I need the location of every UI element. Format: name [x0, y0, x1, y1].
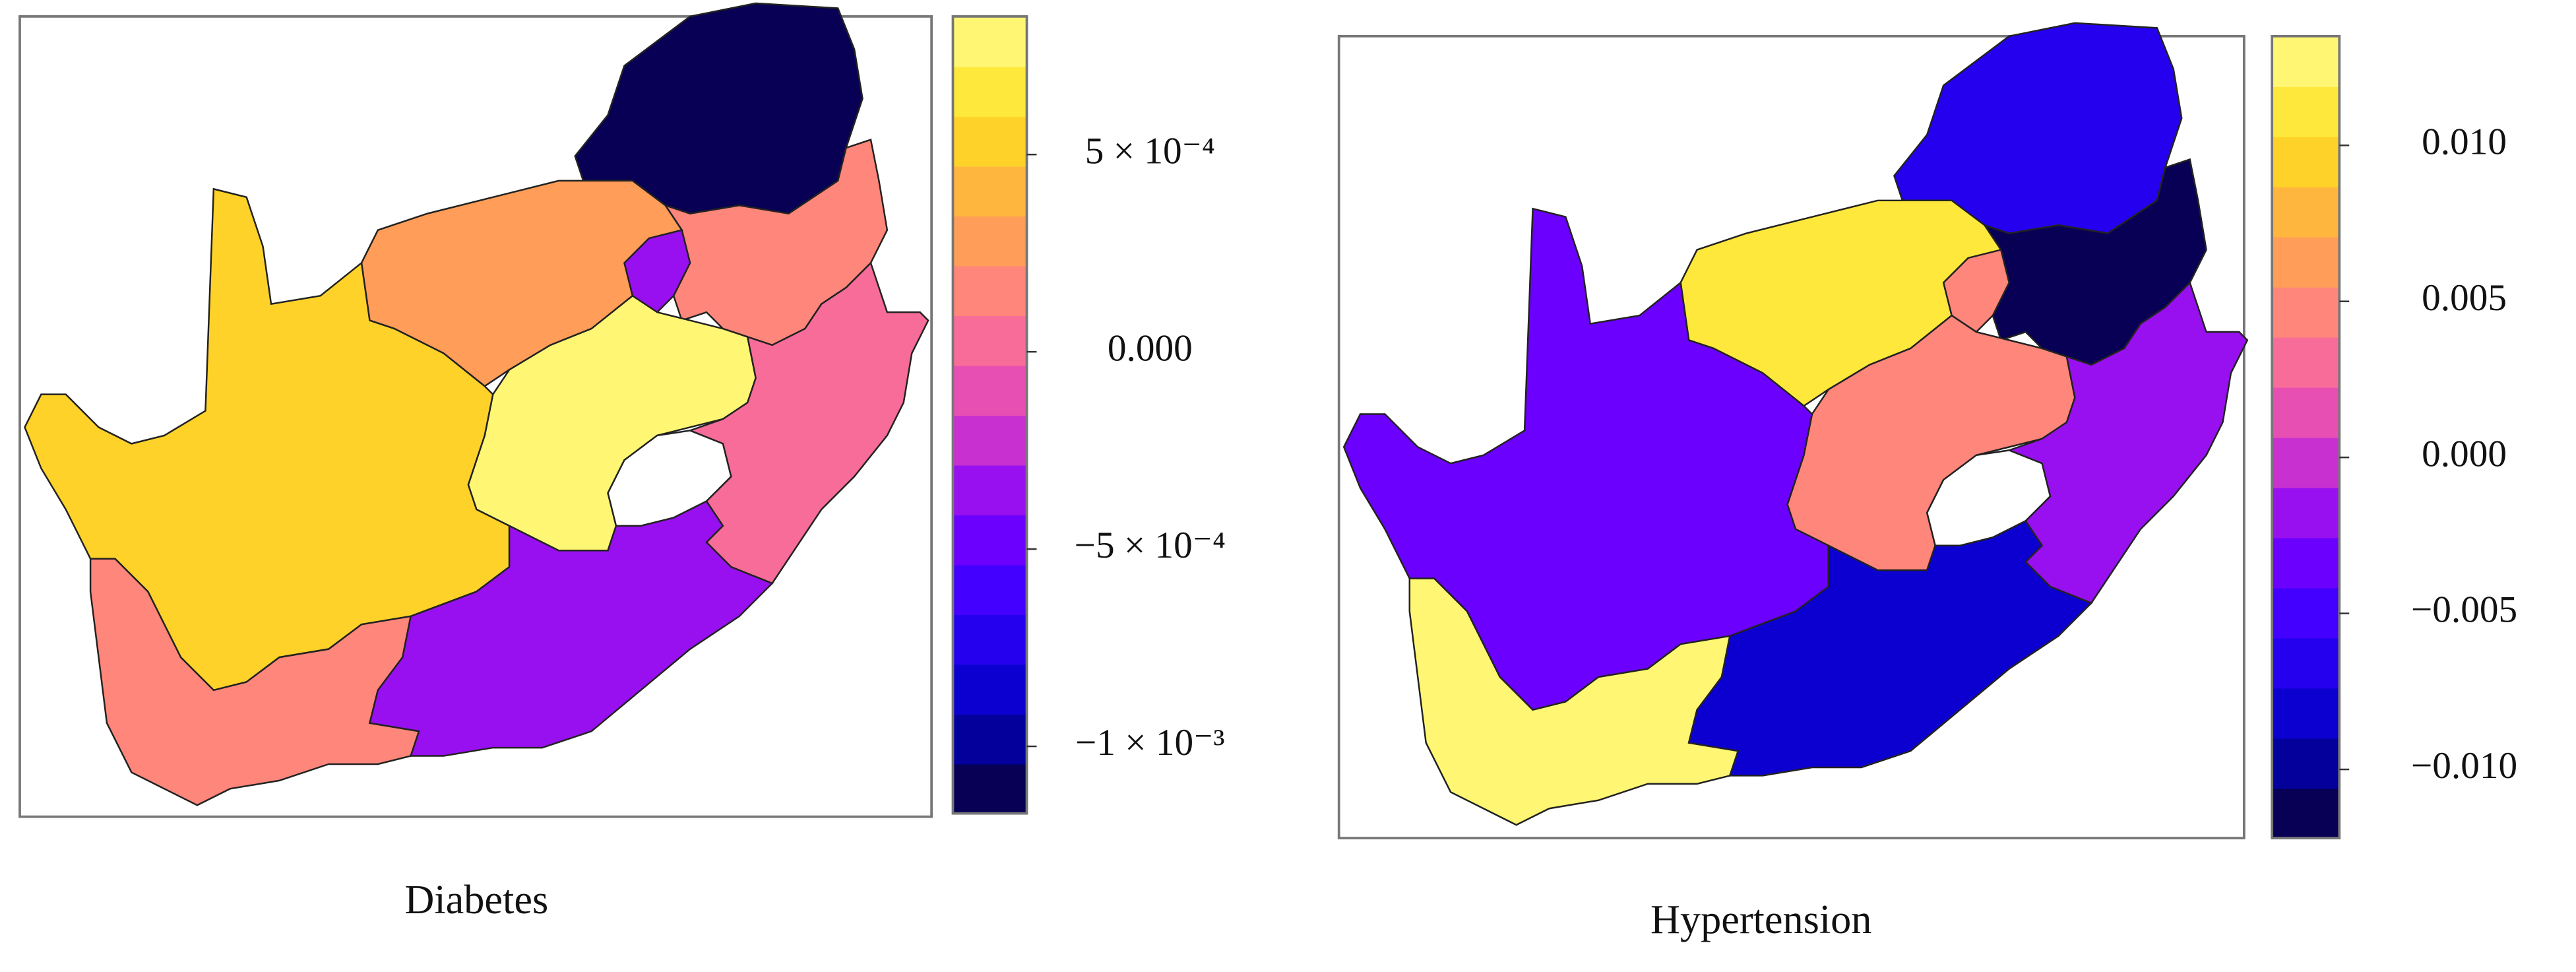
colorbar-band — [953, 315, 1027, 366]
colorbar-band — [2272, 286, 2340, 338]
colorbar-band — [2272, 36, 2340, 87]
colorbar-band — [953, 166, 1027, 217]
colorbar-band — [2272, 136, 2340, 187]
colorbar-tick-label: 5 × 10⁻⁴ — [1085, 130, 1215, 172]
colorbar-band — [953, 115, 1027, 167]
colorbar-band — [2272, 587, 2340, 639]
colorbar-band — [2272, 637, 2340, 689]
colorbar-frame — [2271, 34, 2341, 839]
colorbar-band — [953, 564, 1027, 615]
colorbar-tick-label: −1 × 10⁻³ — [1075, 722, 1225, 763]
colorbar-band — [953, 265, 1027, 317]
colorbar-band — [953, 763, 1027, 814]
colorbar-band — [953, 614, 1027, 665]
colorbar-band — [2272, 688, 2340, 739]
colorbar-tick-label: −0.005 — [2411, 589, 2517, 631]
colorbar-tick-label: 0.010 — [2422, 121, 2507, 162]
colorbar-band — [953, 664, 1027, 715]
colorbar-band — [2272, 236, 2340, 288]
colorbar-band — [2272, 337, 2340, 388]
colorbar-band — [2272, 788, 2340, 839]
panel-caption: Diabetes — [404, 878, 548, 923]
colorbar-band — [953, 514, 1027, 566]
region — [1687, 519, 2093, 777]
colorbar-band — [2272, 537, 2340, 589]
colorbar-frame — [951, 15, 1028, 815]
colorbar-tick-label: −5 × 10⁻⁴ — [1075, 525, 1226, 566]
colorbar-band — [2272, 738, 2340, 789]
enclave — [607, 430, 732, 527]
colorbar-band — [953, 713, 1027, 765]
colorbar-band — [953, 66, 1027, 117]
colorbar-band — [2272, 387, 2340, 438]
colorbar-tick-label: 0.005 — [2422, 277, 2507, 319]
colorbar-band — [2272, 437, 2340, 488]
region — [368, 500, 774, 757]
colorbar-tick-label: 0.000 — [1108, 327, 1193, 369]
colorbar-band — [2272, 186, 2340, 238]
colorbar-band — [953, 365, 1027, 416]
colorbar-band — [953, 215, 1027, 267]
colorbar-tick-label: 0.000 — [2422, 433, 2507, 474]
colorbar-band — [2272, 487, 2340, 538]
panel-caption: Hypertension — [1650, 897, 1871, 942]
colorbar-band — [953, 465, 1027, 516]
enclave — [1926, 449, 2052, 547]
colorbar-tick-label: −0.010 — [2411, 745, 2517, 787]
colorbar-band — [953, 414, 1027, 466]
colorbar-band — [2272, 86, 2340, 137]
colorbar-band — [953, 16, 1027, 67]
